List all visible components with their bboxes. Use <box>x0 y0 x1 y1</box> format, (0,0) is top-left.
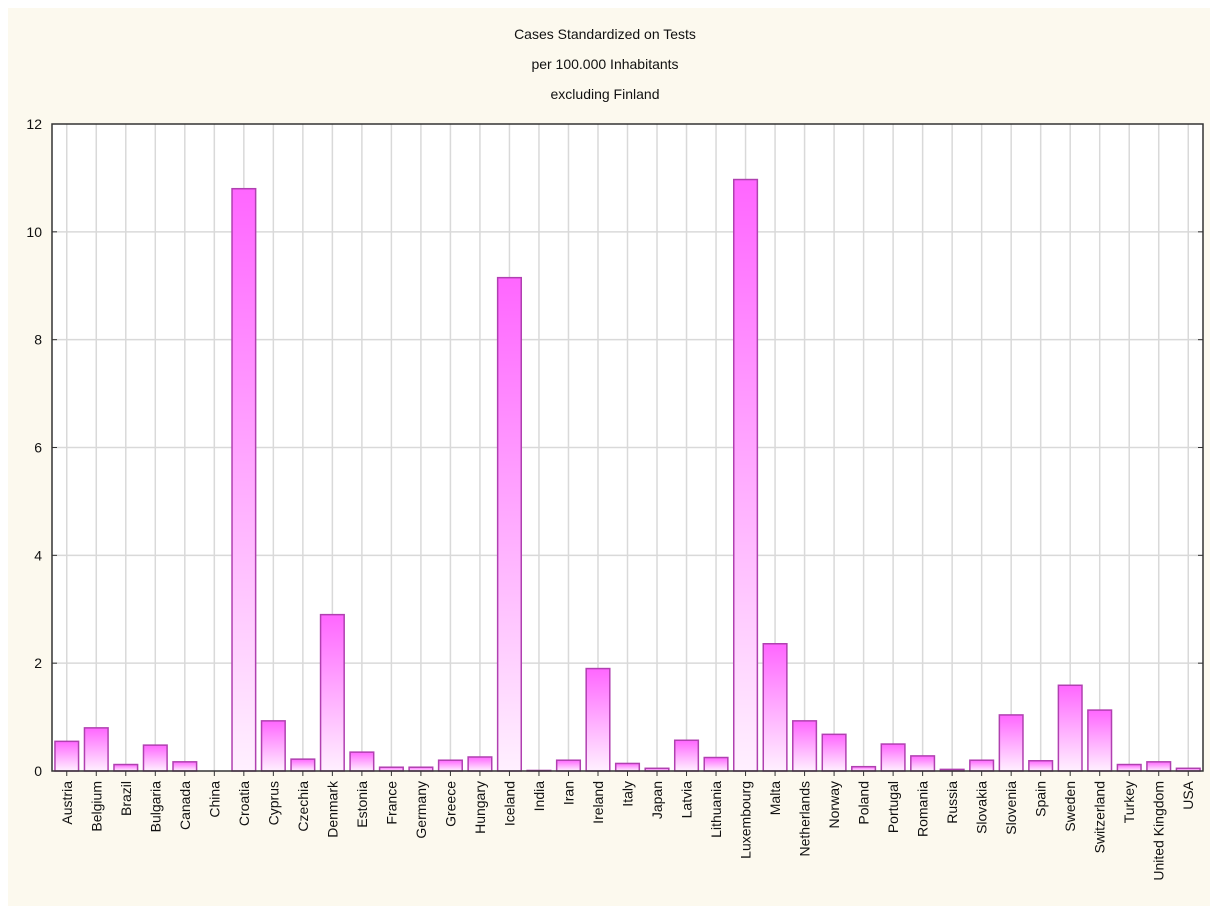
bar <box>969 759 995 772</box>
y-tick-label: 6 <box>34 440 42 456</box>
y-tick-label: 10 <box>26 224 42 240</box>
x-tick-label: Cyprus <box>265 781 281 825</box>
bar <box>762 643 788 772</box>
x-tick-label: Russia <box>944 781 960 824</box>
bar <box>910 755 936 772</box>
chart-title-line-1: Cases Standardized on Tests <box>514 26 696 42</box>
x-tick-label: Luxembourg <box>738 781 754 859</box>
bar <box>821 733 847 772</box>
x-tick-label: Belgium <box>88 781 104 832</box>
x-tick-label: Greece <box>442 781 458 827</box>
x-tick-label: Slovakia <box>974 781 990 834</box>
x-tick-label: Italy <box>620 781 636 807</box>
x-tick-label: Iran <box>560 781 576 805</box>
x-tick-label: France <box>383 781 399 825</box>
x-tick-label: India <box>531 781 547 812</box>
bar <box>142 744 168 772</box>
bar <box>1028 760 1054 772</box>
chart-title-line-3: excluding Finland <box>550 86 660 102</box>
bar <box>732 178 759 772</box>
bar <box>290 758 316 772</box>
x-tick-label: Sweden <box>1062 781 1078 832</box>
x-tick-label: Iceland <box>501 781 517 826</box>
x-tick-label: Poland <box>856 781 872 825</box>
x-tick-label: Ireland <box>590 781 606 824</box>
x-tick-label: Czechia <box>295 781 311 832</box>
y-tick-label: 8 <box>34 332 42 348</box>
bar <box>1087 709 1113 772</box>
x-tick-label: Turkey <box>1121 781 1137 823</box>
bar <box>1146 761 1172 772</box>
x-tick-label: Estonia <box>354 781 370 828</box>
x-tick-label: Brazil <box>118 781 134 816</box>
x-tick-label: Austria <box>59 781 75 825</box>
bar <box>231 187 257 772</box>
bar <box>260 720 286 772</box>
bar <box>673 739 700 772</box>
bar <box>349 751 375 772</box>
x-tick-label: Germany <box>413 781 429 839</box>
x-tick-label: Hungary <box>472 781 488 834</box>
x-tick-label: Denmark <box>324 780 340 838</box>
x-tick-label: United Kingdom <box>1151 781 1167 881</box>
x-tick-label: Netherlands <box>797 781 813 857</box>
bar <box>113 763 139 772</box>
bar <box>1116 763 1142 772</box>
bar <box>172 761 198 772</box>
x-tick-label: Malta <box>767 781 783 815</box>
bar <box>703 756 729 772</box>
bar <box>54 740 80 772</box>
x-tick-label: Latvia <box>679 781 695 819</box>
x-tick-label: Japan <box>649 781 665 819</box>
x-tick-label: Romania <box>915 781 931 837</box>
bar <box>998 714 1024 772</box>
x-tick-label: Slovenia <box>1003 781 1019 835</box>
bar <box>585 667 611 772</box>
bar <box>467 756 493 772</box>
bar <box>880 743 906 772</box>
x-tick-label: China <box>206 781 222 818</box>
bar <box>496 276 523 772</box>
bar <box>614 762 641 772</box>
x-tick-label: Spain <box>1033 781 1049 817</box>
x-tick-label: Switzerland <box>1092 781 1108 853</box>
y-tick-label: 0 <box>34 763 42 779</box>
bar <box>83 727 109 772</box>
chart-title-line-2: per 100.000 Inhabitants <box>531 56 679 72</box>
x-tick-label: Canada <box>177 781 193 830</box>
bar <box>792 720 818 772</box>
x-tick-label: USA <box>1180 780 1196 809</box>
y-tick-label: 4 <box>34 547 42 563</box>
bar <box>437 759 463 772</box>
x-tick-label: Croatia <box>236 781 252 826</box>
y-tick-label: 12 <box>26 116 42 132</box>
bar <box>1057 684 1083 772</box>
plot-frame <box>51 123 1204 772</box>
bar <box>555 759 582 772</box>
y-tick-label: 2 <box>34 655 42 671</box>
x-tick-label: Lithuania <box>708 781 724 838</box>
x-tick-label: Portugal <box>885 781 901 833</box>
bar <box>319 613 345 772</box>
x-tick-label: Norway <box>826 781 842 828</box>
x-tick-label: Bulgaria <box>147 781 163 833</box>
